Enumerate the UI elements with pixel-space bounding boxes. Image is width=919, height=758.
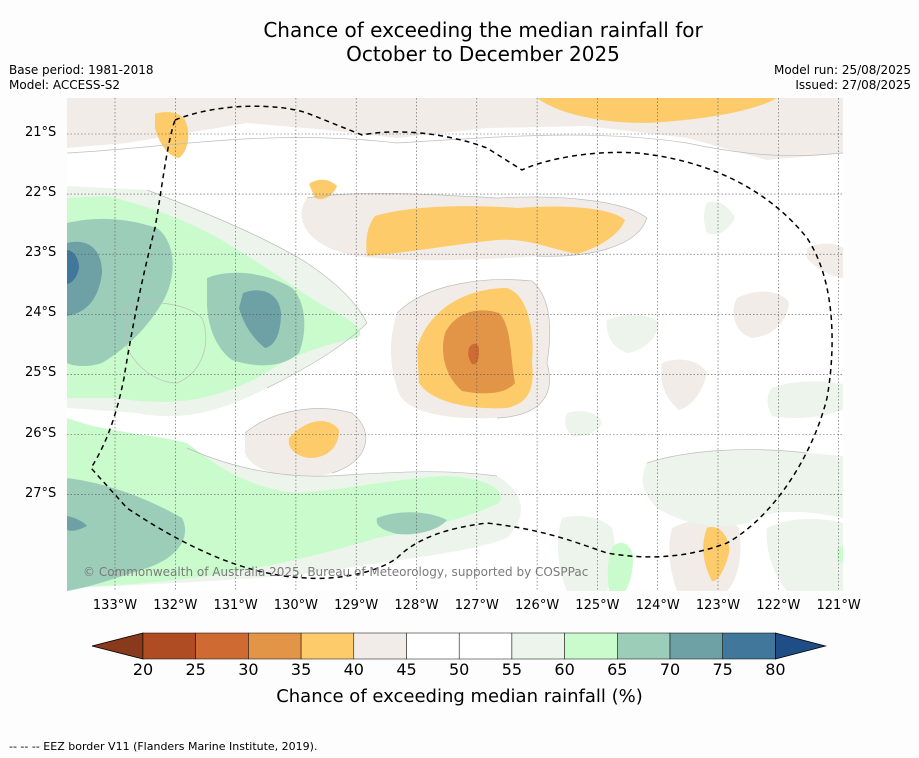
colorbar-segment [458, 632, 513, 660]
longitude-label: 122°W [756, 598, 801, 613]
colorbar-segment [248, 632, 302, 660]
base-period-text: Base period: 1981-2018 [9, 63, 154, 77]
colorbar-segment [617, 632, 671, 660]
longitude-label: 132°W [153, 598, 198, 613]
colorbar-tick-label: 25 [185, 660, 206, 679]
colorbar-tick-label: 30 [238, 660, 259, 679]
colorbar-under-arrow [91, 632, 144, 660]
issued-text: Issued: 27/08/2025 [795, 78, 911, 92]
longitude-label: 121°W [816, 598, 861, 613]
colorbar-tick-label: 65 [607, 660, 628, 679]
colorbar-tick-label: 45 [396, 660, 417, 679]
colorbar-tick-label: 20 [132, 660, 154, 679]
longitude-label: 130°W [273, 598, 318, 613]
map-title: Chance of exceeding the median rainfall … [0, 18, 919, 66]
colorbar [91, 632, 827, 660]
longitude-label: 133°W [92, 598, 138, 613]
colorbar-segment [142, 632, 196, 660]
title-line-2: October to December 2025 [346, 42, 620, 66]
gridlines [67, 98, 843, 591]
title-line-1: Chance of exceeding the median rainfall … [263, 18, 703, 42]
latitude-label: 27°S [25, 485, 57, 501]
copyright-text: © Commonwealth of Australia 2025, Bureau… [83, 565, 589, 579]
eez-legend-text: -- -- -- EEZ border V11 (Flanders Marine… [9, 740, 318, 753]
colorbar-tick-label: 75 [712, 660, 733, 679]
rainfall-map [67, 98, 843, 591]
longitude-label: 126°W [515, 598, 560, 613]
longitude-label: 129°W [334, 598, 379, 613]
model-info: Base period: 1981-2018 Model: ACCESS-S2 [9, 63, 154, 93]
latitude-label: 25°S [25, 365, 57, 381]
colorbar-segment [511, 632, 565, 660]
colorbar-segment [300, 632, 355, 660]
latitude-label: 21°S [25, 125, 57, 140]
colorbar-tick-label: 35 [290, 660, 312, 679]
colorbar-label: Chance of exceeding median rainfall (%) [276, 686, 643, 707]
colorbar-tick-label: 50 [449, 660, 470, 679]
longitude-label: 123°W [695, 598, 741, 613]
longitude-label: 124°W [635, 598, 680, 613]
longitude-label: 131°W [213, 598, 258, 613]
colorbar-tick-label: 80 [765, 660, 786, 679]
colorbar-tick-label: 60 [554, 660, 575, 679]
longitude-label: 127°W [454, 598, 499, 613]
band-25-30 [468, 343, 479, 365]
longitude-label: 128°W [394, 598, 439, 613]
latitude-label: 24°S [25, 305, 57, 321]
contour-lines [67, 134, 843, 477]
longitude-label: 125°W [575, 598, 620, 613]
model-run-text: Model run: 25/08/2025 [773, 63, 911, 77]
model-name-text: Model: ACCESS-S2 [9, 78, 121, 92]
latitude-label: 23°S [25, 245, 57, 261]
issue-info: Model run: 25/08/2025 Issued: 27/08/2025 [774, 63, 911, 93]
colorbar-segment [564, 632, 618, 660]
colorbar-segment [406, 632, 460, 660]
colorbar-tick-label: 70 [659, 660, 681, 679]
colorbar-tick-label: 55 [501, 660, 523, 679]
colorbar-segment [195, 632, 249, 660]
colorbar-tick-label: 40 [343, 660, 364, 679]
colorbar-segment [353, 632, 407, 660]
band-75-80 [67, 250, 79, 284]
latitude-label: 22°S [25, 185, 57, 201]
colorbar-segment [722, 632, 776, 660]
eez-border [90, 105, 833, 580]
colorbar-segment [669, 632, 723, 660]
latitude-label: 26°S [25, 425, 57, 441]
band-30-35 [442, 310, 515, 394]
colorbar-over-arrow [775, 632, 827, 660]
